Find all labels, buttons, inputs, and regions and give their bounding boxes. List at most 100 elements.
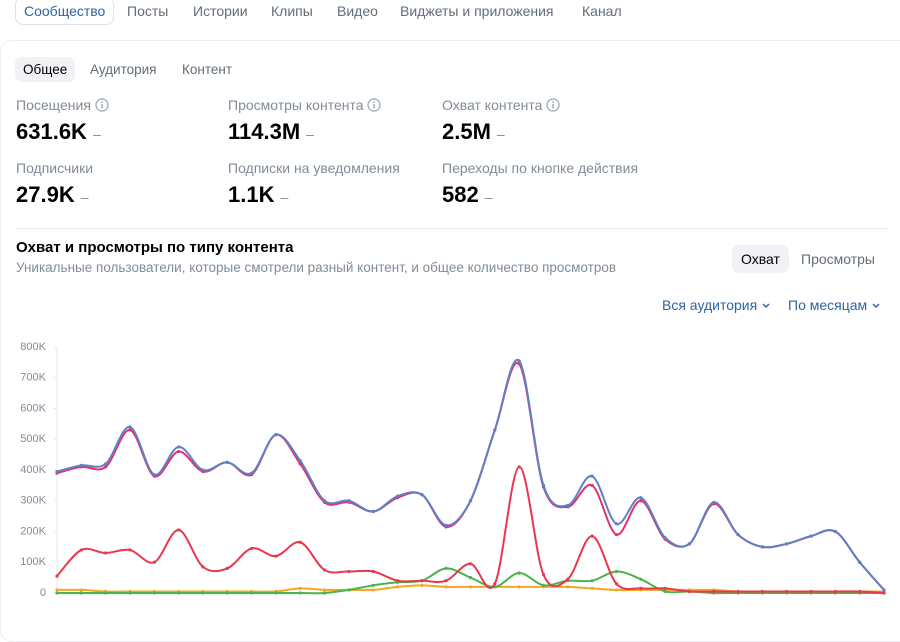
metric-value: 582– <box>442 182 493 208</box>
tab[interactable]: Посты <box>127 3 169 19</box>
point <box>639 577 643 581</box>
point <box>79 463 83 467</box>
filter[interactable]: Вся аудитория <box>662 297 771 313</box>
point <box>79 548 83 552</box>
chart: 0 100K 200K 300K 400K 500K 600K 700K 800K <box>20 341 886 599</box>
chevron <box>762 303 770 309</box>
point <box>395 585 400 589</box>
point <box>639 496 643 500</box>
metric-label: Подписки на уведомления <box>228 160 400 176</box>
point <box>736 532 740 537</box>
divider <box>16 228 888 229</box>
point <box>468 585 473 589</box>
point <box>736 589 740 594</box>
info-icon[interactable] <box>367 98 382 112</box>
point <box>55 588 59 592</box>
point <box>517 571 521 575</box>
metric-label: Охват контента <box>442 97 560 113</box>
point <box>639 586 643 590</box>
point <box>128 548 132 552</box>
point <box>152 591 156 595</box>
series-line <box>56 361 885 591</box>
point <box>760 589 764 594</box>
toggle[interactable]: Просмотры <box>801 251 875 267</box>
series-line <box>56 465 885 594</box>
point <box>55 574 59 578</box>
point <box>760 545 764 549</box>
point <box>55 469 59 474</box>
chart-subtitle: Уникальные пользователи, которые смотрел… <box>16 260 617 275</box>
point <box>201 591 205 595</box>
point <box>104 591 108 595</box>
point <box>347 499 351 503</box>
point <box>858 589 862 594</box>
filter[interactable]: По месяцам <box>788 297 881 313</box>
point <box>104 462 108 466</box>
point <box>395 579 400 583</box>
text: Посещения <box>16 97 91 113</box>
point <box>785 589 789 594</box>
point <box>274 433 278 437</box>
tab[interactable]: Канал <box>582 3 622 19</box>
tab[interactable]: Сообщество <box>15 0 115 25</box>
text: 114.3M <box>228 119 301 144</box>
point <box>420 493 424 497</box>
point <box>152 473 156 477</box>
series-line <box>56 358 885 591</box>
point <box>274 554 278 558</box>
subtab[interactable]: Аудитория <box>90 62 157 77</box>
point <box>371 583 375 587</box>
point <box>541 583 546 587</box>
point <box>882 591 886 595</box>
point <box>79 591 83 595</box>
point <box>249 471 254 475</box>
point <box>347 569 351 574</box>
tab[interactable]: Виджеты и приложения <box>400 3 554 19</box>
point <box>712 589 716 594</box>
point <box>614 569 619 574</box>
point <box>517 585 521 589</box>
subtab[interactable]: Общее <box>15 57 76 82</box>
tab[interactable]: Клипы <box>271 3 313 19</box>
point <box>225 566 229 570</box>
trend: – <box>280 189 289 205</box>
tab[interactable]: Истории <box>193 3 248 19</box>
point <box>566 577 570 581</box>
point <box>663 589 667 594</box>
y-tick-label: 500K <box>20 433 46 445</box>
point <box>201 565 205 569</box>
point <box>79 588 83 592</box>
point <box>517 465 521 469</box>
text: Охват контента <box>442 97 543 113</box>
y-tick-label: 300K <box>20 495 46 507</box>
point <box>663 536 667 540</box>
chevron <box>872 303 880 309</box>
metric-value: 114.3M – <box>228 119 314 145</box>
point <box>274 591 278 595</box>
point <box>687 542 692 546</box>
point <box>590 483 594 487</box>
point <box>444 585 448 589</box>
point <box>833 589 837 594</box>
subtab[interactable]: Контент <box>182 62 233 77</box>
info-icon[interactable] <box>546 98 560 112</box>
y-tick-label: 800K <box>20 341 46 353</box>
point <box>128 425 132 429</box>
point <box>566 503 570 507</box>
toggle[interactable]: Охват <box>732 245 789 273</box>
metric-label: Просмотры контента <box>228 97 382 113</box>
metric-value: 27.9K – <box>16 182 89 208</box>
point <box>687 589 692 594</box>
point <box>468 576 473 580</box>
info-icon[interactable] <box>95 98 109 112</box>
point <box>420 579 424 583</box>
text: 2.5M <box>442 119 491 144</box>
point <box>201 468 205 472</box>
text: 27.9K <box>16 182 75 207</box>
y-tick-label: 700K <box>20 372 46 384</box>
point <box>639 499 643 503</box>
point <box>322 568 327 572</box>
point <box>371 509 375 514</box>
tab[interactable]: Видео <box>337 3 378 19</box>
